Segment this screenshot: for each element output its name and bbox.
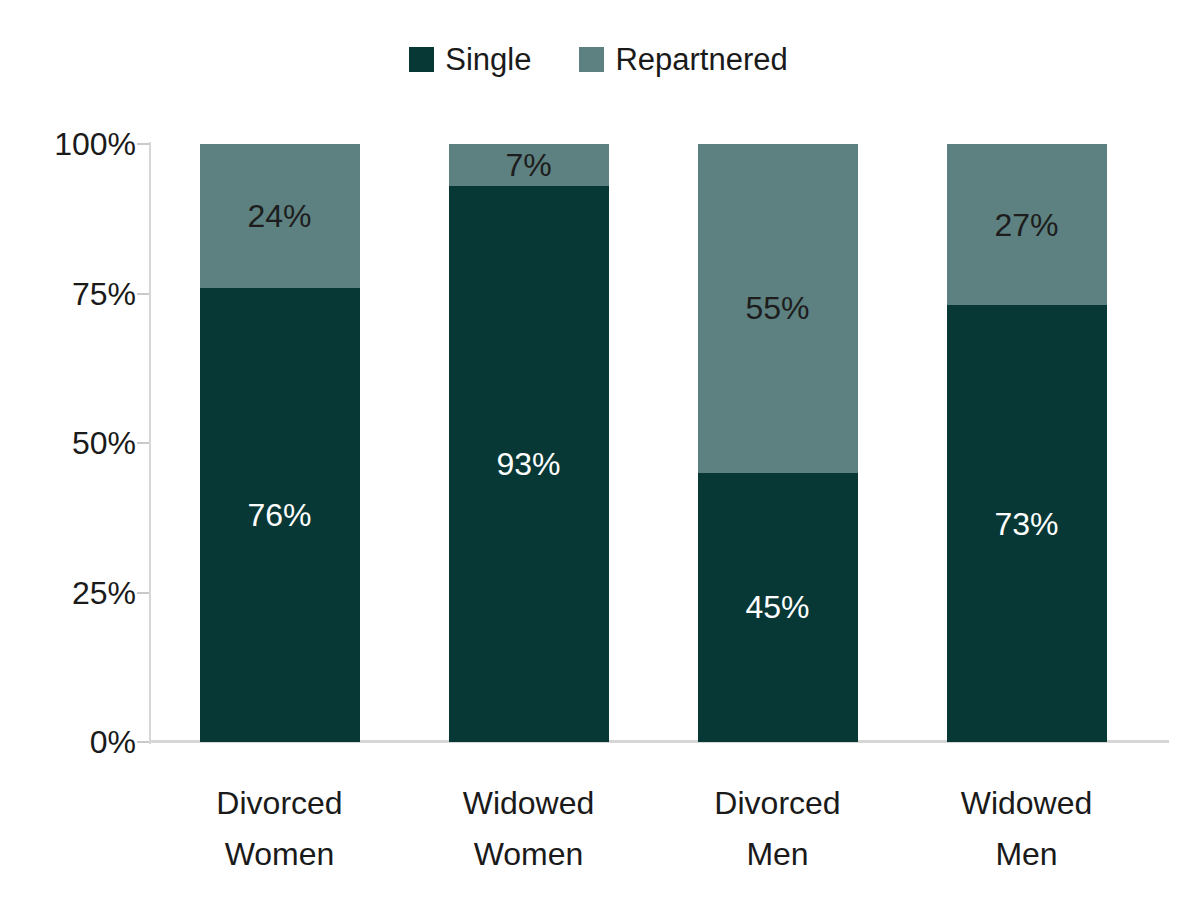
legend-swatch-repartnered-icon	[579, 47, 604, 72]
legend-label-repartnered: Repartnered	[615, 44, 787, 75]
x-axis-category-label: Divorced Men	[653, 778, 902, 880]
bar-segment-repartnered-4: 27%	[947, 144, 1107, 305]
data-label-single-2: 93%	[496, 448, 560, 480]
y-axis-tick-label: 25%	[6, 573, 136, 613]
x-axis-category-label: Divorced Women	[155, 778, 404, 880]
legend-item-single: Single	[409, 44, 531, 75]
bar-segment-single-4: 73%	[947, 305, 1107, 742]
bar-segment-single-2: 93%	[449, 186, 609, 742]
bar-segment-single-3: 45%	[698, 473, 858, 742]
legend-label-single: Single	[445, 44, 531, 75]
bar-segment-repartnered-2: 7%	[449, 144, 609, 186]
bar-segment-repartnered-3: 55%	[698, 144, 858, 473]
legend-swatch-single-icon	[409, 47, 434, 72]
data-label-repartnered-3: 55%	[745, 292, 809, 324]
x-axis-category-label: Widowed Women	[404, 778, 653, 880]
data-label-repartnered-4: 27%	[994, 209, 1058, 241]
data-label-repartnered-1: 24%	[247, 200, 311, 232]
data-label-single-4: 73%	[994, 508, 1058, 540]
y-axis-tick-label: 50%	[6, 423, 136, 463]
legend-item-repartnered: Repartnered	[579, 44, 787, 75]
bar-segment-single-1: 76%	[200, 288, 360, 742]
y-axis-tick-label: 100%	[6, 124, 136, 164]
data-label-single-3: 45%	[745, 591, 809, 623]
data-label-repartnered-2: 7%	[505, 149, 551, 181]
legend: Single Repartnered	[0, 44, 1197, 75]
bar-segment-repartnered-1: 24%	[200, 144, 360, 288]
y-axis-tick-label: 75%	[6, 274, 136, 314]
y-axis-line	[149, 142, 151, 744]
x-axis-category-label: Widowed Men	[902, 778, 1151, 880]
data-label-single-1: 76%	[247, 499, 311, 531]
stacked-bar-chart: Single Repartnered 0% 25% 50% 75% 100% 76% 24%…	[0, 0, 1197, 897]
y-axis-tick-label: 0%	[6, 722, 136, 762]
